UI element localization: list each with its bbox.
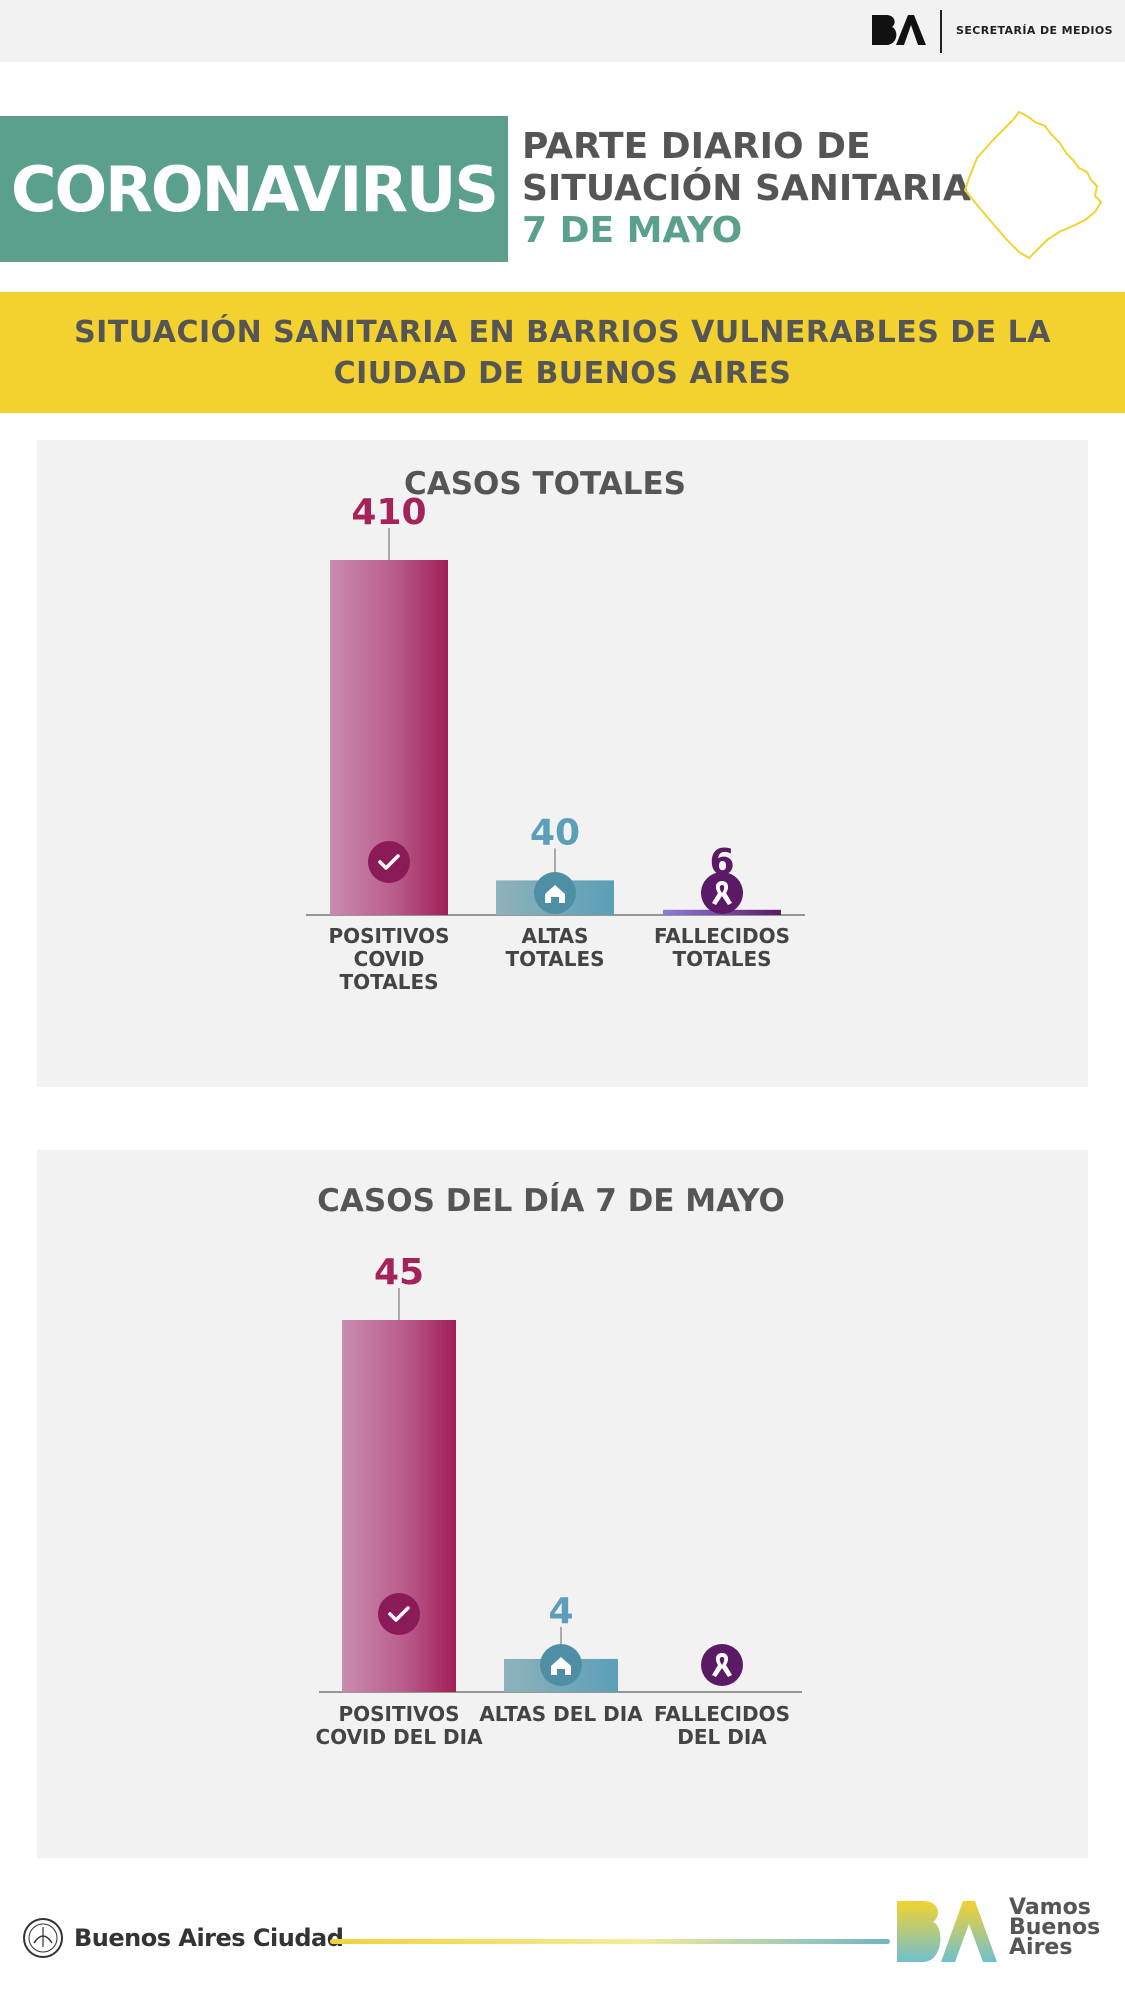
top-bar xyxy=(0,0,1125,62)
category-label: FALLECIDOS DEL DIA xyxy=(653,1702,791,1749)
header-green-block xyxy=(0,116,508,262)
parte-diario-line2: SITUACIÓN SANITARIA xyxy=(522,168,971,209)
footer-gradient-line xyxy=(330,1939,890,1944)
secretaria-label: SECRETARÍA DE MEDIOS xyxy=(956,24,1113,37)
category-label: ALTAS TOTALES xyxy=(505,924,605,971)
chart-panel-dia xyxy=(37,1150,1088,1858)
category-label: FALLECIDOS TOTALES xyxy=(653,924,791,971)
footer-city-name: Buenos Aires Ciudad xyxy=(74,1924,344,1952)
vamos-buenos-aires-text: Vamos Buenos Aires xyxy=(1009,1895,1101,1960)
chart-title-dia: CASOS DEL DÍA 7 DE MAYO xyxy=(317,1183,785,1219)
category-label: POSITIVOS COVID TOTALES xyxy=(328,924,450,994)
header-date: 7 DE MAYO xyxy=(522,210,743,251)
top-divider xyxy=(940,10,942,53)
category-label: POSITIVOS COVID DEL DIA xyxy=(315,1702,483,1749)
chart-title-totales: CASOS TOTALES xyxy=(403,466,687,502)
city-map-icon xyxy=(963,110,1103,260)
vamos-ba-logo-icon xyxy=(897,1901,997,1962)
banner-text: SITUACIÓN SANITARIA EN BARRIOS VULNERABL… xyxy=(74,314,1051,391)
banner xyxy=(0,292,1125,413)
city-seal-icon xyxy=(23,1918,63,1958)
parte-diario-line1: PARTE DIARIO DE xyxy=(522,126,871,167)
chart-panel-totales xyxy=(37,440,1088,1087)
ba-logo-icon xyxy=(872,15,926,45)
coronavirus-title: CORONAVIRUS xyxy=(10,152,499,226)
category-label: ALTAS DEL DIA xyxy=(479,1702,643,1726)
